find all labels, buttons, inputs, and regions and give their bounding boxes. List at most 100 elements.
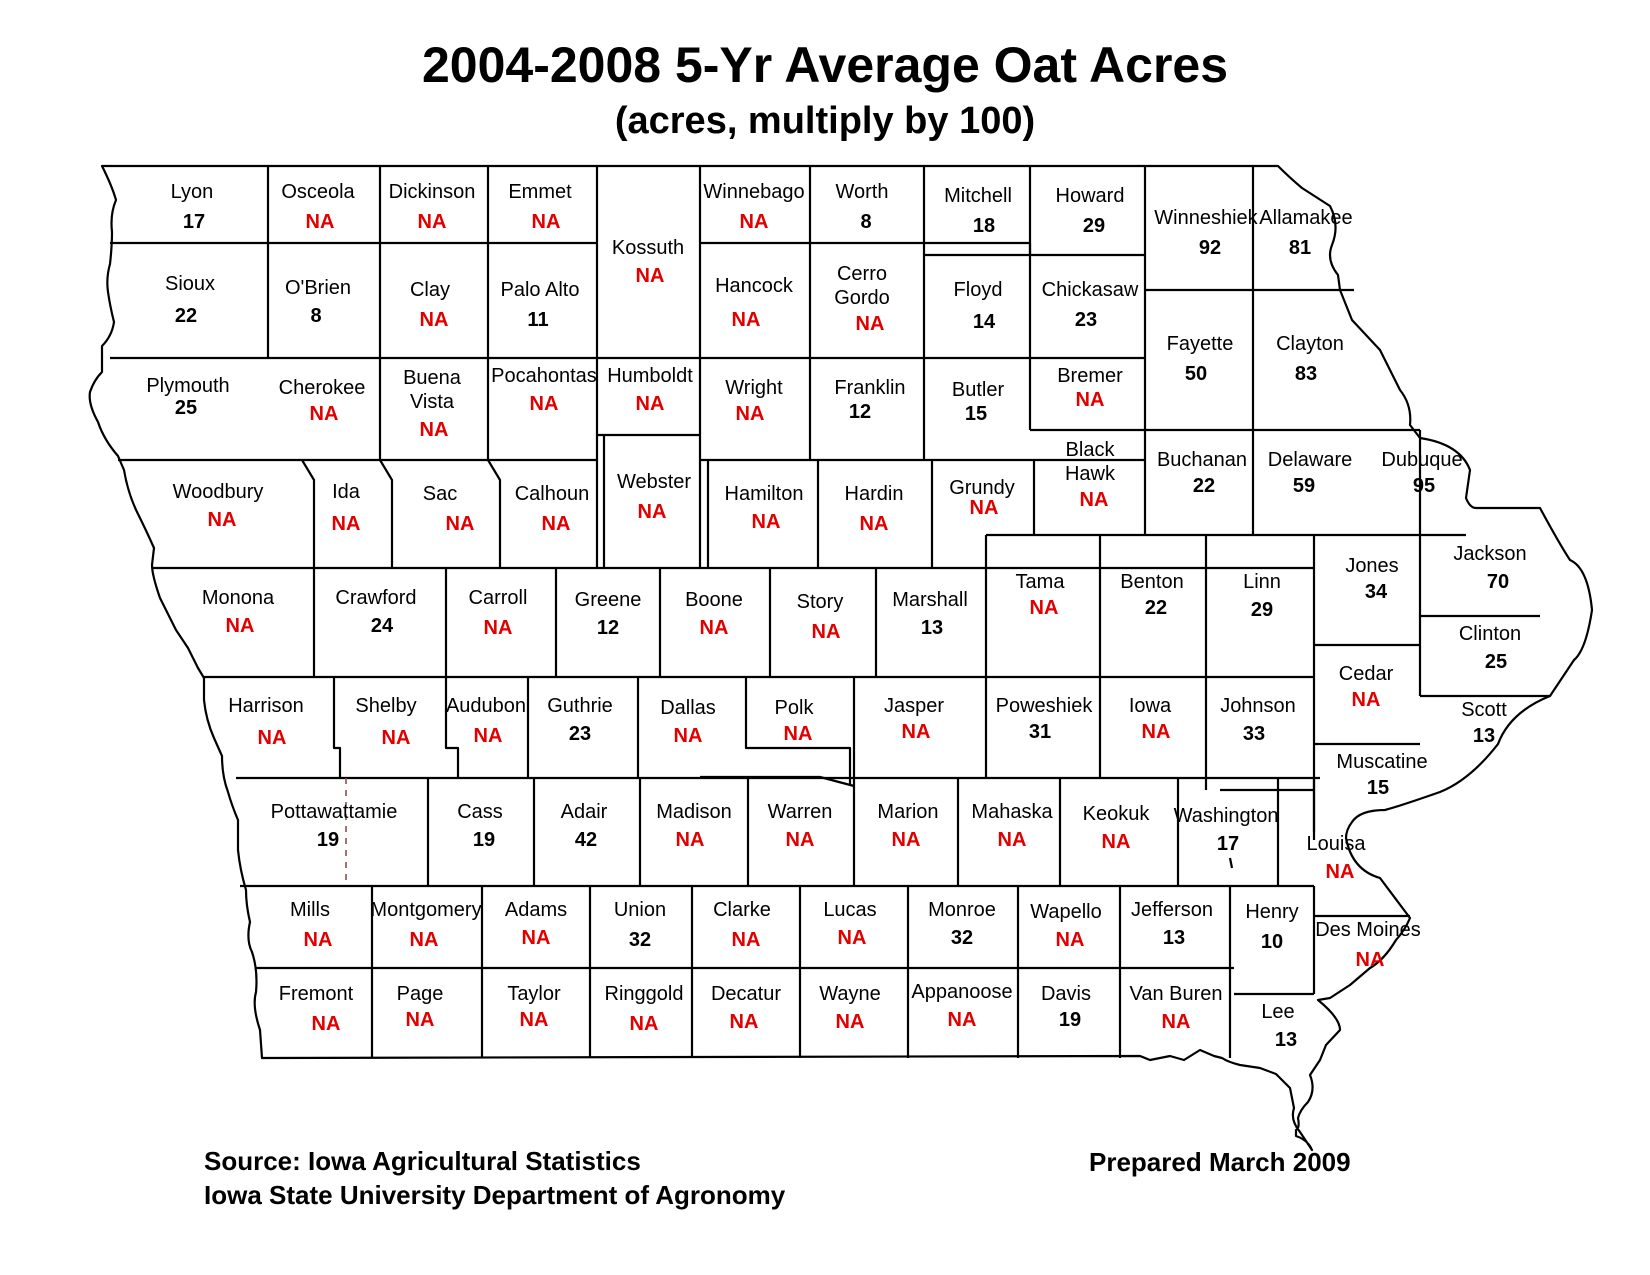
county-name: Grundy bbox=[949, 477, 1015, 499]
county-mitchell: Mitchell 18 bbox=[944, 185, 1012, 237]
county-sioux: Sioux 22 bbox=[165, 273, 215, 327]
county-value: NA bbox=[446, 513, 475, 535]
county-name: Harrison bbox=[228, 695, 304, 717]
county-name: Wapello bbox=[1030, 901, 1102, 923]
county-name: Bremer bbox=[1057, 365, 1123, 387]
county-jones: Jones 34 bbox=[1345, 555, 1398, 603]
county-name: Woodbury bbox=[173, 481, 264, 503]
county-value: NA bbox=[674, 725, 703, 747]
county-taylor: Taylor NA bbox=[507, 983, 561, 1031]
county-clayton: Clayton 83 bbox=[1276, 333, 1344, 385]
county-name: Jones bbox=[1345, 555, 1398, 577]
county-chickasaw: Chickasaw 23 bbox=[1042, 279, 1139, 331]
county-value: 22 bbox=[175, 305, 197, 327]
county-adair: Adair 42 bbox=[561, 801, 608, 851]
county-name: Decatur bbox=[711, 983, 781, 1005]
county-name: Chickasaw bbox=[1042, 279, 1139, 301]
county-clay: Clay NA bbox=[410, 279, 450, 331]
county-value: NA bbox=[1102, 831, 1131, 853]
county-name: Clarke bbox=[713, 899, 771, 921]
county-name: Marion bbox=[877, 801, 938, 823]
county-name: Guthrie bbox=[547, 695, 613, 717]
county-value: 29 bbox=[1083, 215, 1105, 237]
county-value: NA bbox=[860, 513, 889, 535]
county-monroe: Monroe 32 bbox=[928, 899, 996, 949]
county-name: Boone bbox=[685, 589, 743, 611]
county-louisa: Louisa NA bbox=[1307, 833, 1367, 883]
county-lucas: Lucas NA bbox=[823, 899, 876, 949]
county-name: Sioux bbox=[165, 273, 215, 295]
county-value: 13 bbox=[1473, 725, 1495, 747]
county-marion: Marion NA bbox=[877, 801, 938, 851]
county-name: Ringgold bbox=[605, 983, 684, 1005]
county-name: Story bbox=[797, 591, 844, 613]
county-name: Hancock bbox=[715, 275, 794, 297]
county-winneshiek: Winneshiek 92 bbox=[1154, 207, 1258, 259]
county-name: Crawford bbox=[335, 587, 416, 609]
county-humboldt: Humboldt NA bbox=[607, 365, 693, 415]
county-value: NA bbox=[406, 1009, 435, 1031]
county-value: 11 bbox=[527, 309, 548, 331]
county-value: NA bbox=[1056, 929, 1085, 951]
county-davis: Davis 19 bbox=[1041, 983, 1091, 1031]
county-hamilton: Hamilton NA bbox=[725, 483, 804, 533]
county-harrison: Harrison NA bbox=[228, 695, 304, 749]
county-clinton: Clinton 25 bbox=[1459, 623, 1521, 673]
county-value: 50 bbox=[1185, 363, 1207, 385]
county-name: Iowa bbox=[1129, 695, 1172, 717]
county-value: NA bbox=[382, 727, 411, 749]
county-value: NA bbox=[418, 211, 447, 233]
county-value: NA bbox=[636, 393, 665, 415]
county-name: Tama bbox=[1016, 571, 1066, 593]
county-name: Warren bbox=[768, 801, 833, 823]
county-value: 29 bbox=[1251, 599, 1273, 621]
county-woodbury: Woodbury NA bbox=[173, 481, 264, 531]
county-name: Dallas bbox=[660, 697, 716, 719]
county-madison: Madison NA bbox=[656, 801, 732, 851]
county-name: Union bbox=[614, 899, 666, 921]
county-adams: Adams NA bbox=[505, 899, 567, 949]
county-polk: Polk NA bbox=[775, 697, 815, 745]
county-name: Madison bbox=[656, 801, 732, 823]
county-kossuth: Kossuth NA bbox=[612, 237, 684, 287]
county-name: Poweshiek bbox=[996, 695, 1094, 717]
county-value: 8 bbox=[310, 305, 321, 327]
county-value: 70 bbox=[1487, 571, 1509, 593]
county-name: Clinton bbox=[1459, 623, 1521, 645]
county-name: Benton bbox=[1120, 571, 1183, 593]
county-name: Monroe bbox=[928, 899, 996, 921]
county-wayne: Wayne NA bbox=[819, 983, 881, 1033]
county-lyon: Lyon 17 bbox=[171, 181, 214, 233]
county-name: Webster bbox=[617, 471, 691, 493]
county-name: Taylor bbox=[507, 983, 561, 1005]
county-name: Scott bbox=[1461, 699, 1507, 721]
county-name: Cass bbox=[457, 801, 503, 823]
state-outline bbox=[88, 164, 1594, 1152]
county-ringgold: Ringgold NA bbox=[605, 983, 684, 1035]
county-value: NA bbox=[784, 723, 813, 745]
county-value: NA bbox=[304, 929, 333, 951]
county-value: NA bbox=[732, 929, 761, 951]
county-name: Mitchell bbox=[944, 185, 1012, 207]
county-value: NA bbox=[730, 1011, 759, 1033]
county-name: Van Buren bbox=[1129, 983, 1222, 1005]
county-value: 19 bbox=[1059, 1009, 1081, 1031]
county-cherokee: Cherokee NA bbox=[279, 377, 366, 425]
county-value: 18 bbox=[973, 215, 995, 237]
county-delaware: Delaware 59 bbox=[1268, 449, 1352, 497]
county-name: Marshall bbox=[892, 589, 968, 611]
county-value: NA bbox=[1030, 597, 1059, 619]
county-value: NA bbox=[1326, 861, 1355, 883]
county-value: 34 bbox=[1365, 581, 1388, 603]
county-jasper: Jasper NA bbox=[884, 695, 944, 743]
county-montgomery: Montgomery NA bbox=[370, 899, 481, 951]
county-value: NA bbox=[948, 1009, 977, 1031]
county-tama: Tama NA bbox=[1016, 571, 1066, 619]
source-line-2: Iowa State University Department of Agro… bbox=[204, 1180, 786, 1210]
county-henry: Henry 10 bbox=[1245, 901, 1298, 953]
county-name: Palo Alto bbox=[501, 279, 580, 301]
map-title: 2004-2008 5-Yr Average Oat Acres bbox=[421, 37, 1229, 93]
